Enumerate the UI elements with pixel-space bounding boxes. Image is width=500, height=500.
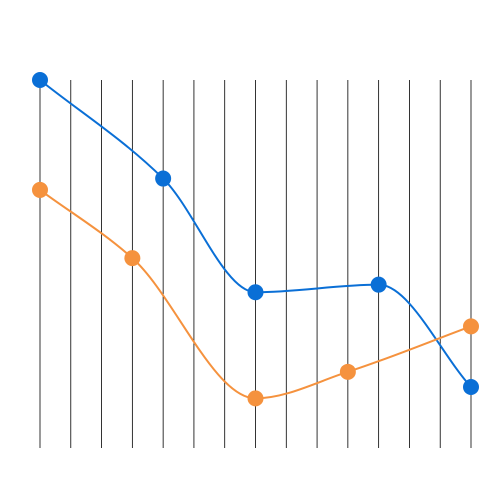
series-2-line xyxy=(39,188,472,400)
series-1-point-0 xyxy=(32,72,48,88)
series-2-point-4 xyxy=(463,318,479,335)
series-2-point-1 xyxy=(124,250,141,267)
series-2-point-3 xyxy=(339,363,356,380)
series-1-point-2 xyxy=(247,284,264,301)
series-markers xyxy=(32,72,479,407)
series-1-point-3 xyxy=(370,276,387,293)
series-2-point-2 xyxy=(247,390,264,407)
series-2-point-0 xyxy=(32,181,48,198)
drop-lines xyxy=(39,80,472,448)
series-1-point-4 xyxy=(463,378,479,395)
series-1-point-1 xyxy=(155,170,172,187)
